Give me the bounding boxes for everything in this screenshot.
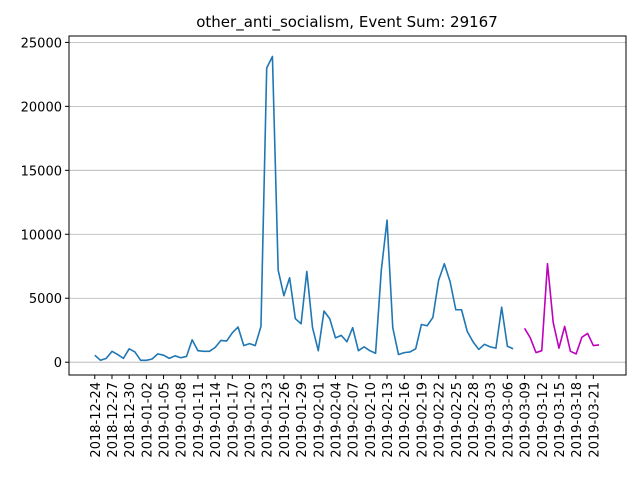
x-tick-label: 2019-02-25	[450, 382, 465, 458]
x-tick-label: 2018-12-24	[89, 382, 104, 458]
x-tick-label: 2019-01-29	[295, 382, 310, 458]
x-tick-label: 2019-02-01	[312, 382, 327, 458]
y-axis: 0 5000 10000 15000 20000 25000	[21, 36, 69, 371]
x-tick-label: 2019-02-10	[364, 382, 379, 458]
x-tick-label: 2019-02-16	[398, 382, 413, 458]
chart-title: other_anti_socialism, Event Sum: 29167	[196, 13, 498, 32]
x-tick-label: 2019-01-20	[244, 382, 259, 458]
series-lines	[94, 55, 600, 362]
x-tick-label: 2018-12-27	[106, 382, 121, 458]
x-tick-label: 2019-02-22	[433, 382, 448, 458]
x-tick-label: 2019-03-21	[587, 382, 602, 458]
x-tick-label: 2019-03-06	[501, 382, 516, 458]
x-tick-label: 2019-02-28	[467, 382, 482, 458]
x-tick-label: 2019-02-13	[381, 382, 396, 458]
x-tick-label: 2019-02-07	[347, 382, 362, 458]
x-tick-label: 2019-01-26	[278, 382, 293, 458]
x-tick-label: 2019-03-15	[553, 382, 568, 458]
x-axis: 2018-12-24 2018-12-27 2018-12-30 2019-01-02…	[89, 375, 602, 458]
y-tick-label: 10000	[21, 228, 62, 243]
x-tick-label: 2019-03-09	[519, 382, 534, 458]
series-line-forecast	[523, 262, 600, 355]
y-tick-label: 0	[54, 356, 62, 371]
x-tick-label: 2019-01-08	[175, 382, 190, 458]
y-tick-label: 25000	[21, 36, 62, 51]
x-tick-label: 2019-01-02	[140, 382, 155, 458]
x-tick-label: 2019-03-03	[484, 382, 499, 458]
x-tick-label: 2019-01-05	[158, 382, 173, 458]
series-line-observed	[94, 55, 514, 362]
x-tick-label: 2019-01-23	[261, 382, 276, 458]
x-tick-label: 2019-03-12	[536, 382, 551, 458]
x-tick-label: 2019-01-11	[192, 382, 207, 458]
x-tick-label: 2019-01-17	[226, 382, 241, 458]
y-tick-label: 15000	[21, 164, 62, 179]
x-tick-label: 2019-02-19	[415, 382, 430, 458]
y-tick-label: 20000	[21, 100, 62, 115]
plot-frame	[68, 35, 627, 376]
x-tick-label: 2018-12-30	[123, 382, 138, 458]
x-tick-label: 2019-02-04	[329, 382, 344, 458]
y-tick-label: 5000	[29, 292, 62, 307]
grid-lines	[69, 41, 626, 363]
x-tick-label: 2019-03-18	[570, 382, 585, 458]
x-tick-label: 2019-01-14	[209, 382, 224, 458]
